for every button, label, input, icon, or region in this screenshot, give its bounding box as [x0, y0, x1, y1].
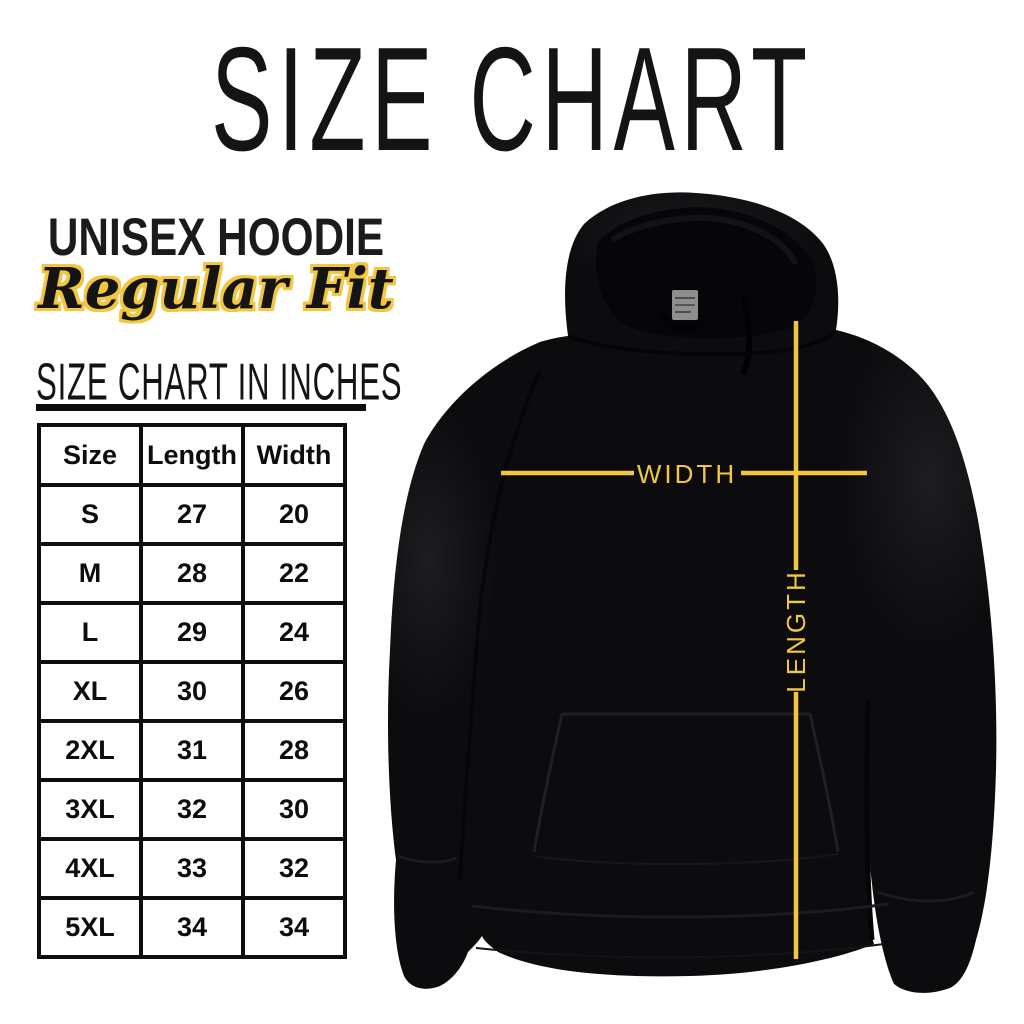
left-sleeve-seam — [458, 369, 542, 881]
width-label: WIDTH — [637, 459, 737, 489]
table-cell: 32 — [241, 837, 347, 900]
table-row: 2XL 31 28 — [37, 719, 347, 782]
left-cuff-seam — [397, 854, 457, 864]
table-cell: M — [37, 542, 143, 605]
neck-tag — [672, 290, 698, 320]
hem-seam-lower — [475, 943, 885, 959]
column-header-length: Length — [139, 423, 245, 487]
table-cell: 32 — [139, 778, 245, 841]
heading-underline — [36, 404, 366, 411]
table-cell: 26 — [241, 660, 347, 723]
table-cell: 34 — [139, 896, 245, 959]
sheen-right-arm — [840, 310, 1020, 650]
table-cell: 28 — [241, 719, 347, 782]
table-cell: 5XL — [37, 896, 143, 959]
drawstring-cord-left — [660, 314, 704, 334]
table-cell: 27 — [139, 483, 245, 546]
table-heading: SIZE CHART IN INCHES — [36, 354, 403, 412]
table-header-row: Size Length Width — [37, 423, 347, 487]
table-cell: 30 — [139, 660, 245, 723]
table-row: S 27 20 — [37, 483, 347, 546]
drawstring-cord — [741, 297, 753, 375]
hoodie-silhouette — [388, 192, 997, 993]
sheen-left-arm — [358, 400, 498, 720]
width-measurement: WIDTH — [501, 459, 867, 489]
product-name: UNISEX HOODIE — [47, 207, 385, 267]
length-label: LENGTH — [781, 569, 811, 692]
table-cell: 2XL — [37, 719, 143, 782]
hood-opening — [596, 207, 817, 339]
table-cell: L — [37, 601, 143, 664]
table-row: 4XL 33 32 — [37, 837, 347, 900]
table-row: L 29 24 — [37, 601, 347, 664]
table-row: 3XL 32 30 — [37, 778, 347, 841]
hood-base-seam — [567, 328, 838, 357]
table-cell: 3XL — [37, 778, 143, 841]
size-table: Size Length Width S 27 20 M 28 22 L 29 24 XL 30 26 2… — [37, 423, 347, 959]
table-cell: S — [37, 483, 143, 546]
table-cell: 20 — [241, 483, 347, 546]
table-row: M 28 22 — [37, 542, 347, 605]
kangaroo-pocket-seam — [532, 712, 840, 866]
column-header-size: Size — [37, 423, 143, 487]
right-sleeve-seam — [864, 699, 875, 941]
hem-seam — [471, 902, 889, 919]
right-cuff-seam — [877, 890, 975, 903]
size-table-body: S 27 20 M 28 22 L 29 24 XL 30 26 2XL 31 28 3XL 32 30 4XL 33… — [37, 483, 347, 959]
table-cell: XL — [37, 660, 143, 723]
column-header-width: Width — [241, 423, 347, 487]
table-cell: 33 — [139, 837, 245, 900]
table-cell: 24 — [241, 601, 347, 664]
table-cell: 29 — [139, 601, 245, 664]
product-fit: Regular Fit — [38, 256, 394, 322]
table-cell: 30 — [241, 778, 347, 841]
table-cell: 31 — [139, 719, 245, 782]
hood-inner-fold — [610, 215, 799, 266]
table-cell: 22 — [241, 542, 347, 605]
table-cell: 4XL — [37, 837, 143, 900]
table-row: 5XL 34 34 — [37, 896, 347, 959]
page-title: SIZE CHART — [211, 16, 813, 182]
table-cell: 28 — [139, 542, 245, 605]
table-cell: 34 — [241, 896, 347, 959]
table-row: XL 30 26 — [37, 660, 347, 723]
length-measurement: LENGTH — [781, 321, 811, 959]
